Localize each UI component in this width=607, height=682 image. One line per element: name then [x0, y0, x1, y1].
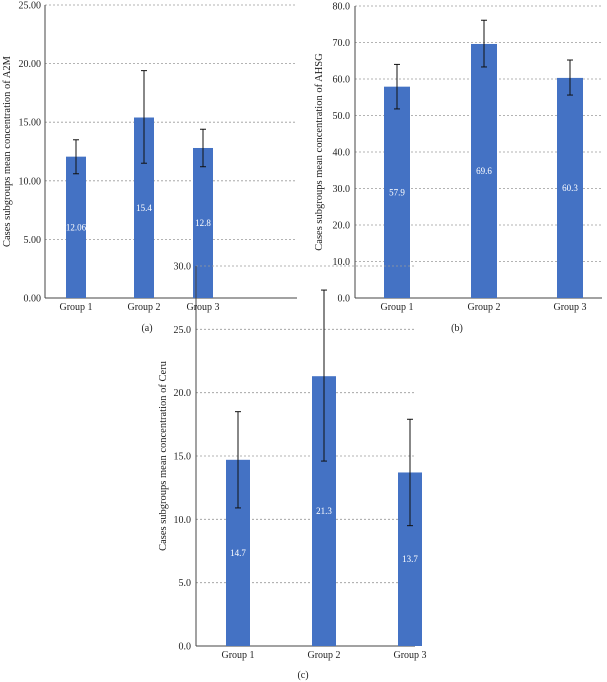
- x-tick-label: Group 2: [127, 302, 160, 313]
- bar-group-2: [471, 43, 497, 299]
- y-tick-label: 80.0: [333, 2, 351, 13]
- y-tick-label: 0.0: [179, 642, 192, 653]
- data-label: 12.8: [195, 218, 211, 228]
- data-label: 57.9: [389, 187, 405, 197]
- y-tick-label: 0.00: [24, 294, 42, 305]
- y-tick-label: 5.0: [179, 578, 192, 589]
- x-tick-label: Group 3: [393, 650, 426, 661]
- y-tick-label: 25.0: [174, 325, 192, 336]
- y-tick-label: 70.0: [333, 38, 351, 49]
- y-tick-label: 30.0: [174, 262, 192, 273]
- y-tick-label: 20.0: [174, 388, 192, 399]
- bar-group-3: [193, 147, 213, 298]
- y-axis-title: Cases subgroups mean concentration of A2…: [2, 55, 13, 247]
- data-label: 21.3: [316, 506, 332, 516]
- y-axis-title: Cases subgroups mean concentration of AH…: [314, 53, 325, 251]
- panel-label: (b): [451, 323, 463, 334]
- bar-group-1: [384, 86, 410, 298]
- y-tick-label: 20.00: [19, 59, 42, 70]
- y-tick-label: 60.0: [333, 75, 351, 86]
- panel-label: (c): [297, 670, 308, 681]
- y-axis-title: Cases subgroups mean concentration of Ce…: [158, 360, 169, 551]
- x-tick-label: Group 2: [307, 650, 340, 661]
- panel-label: (a): [141, 323, 152, 334]
- chart-panel-c: 0.0 5.0 10.0 15.0 20.0 25.0 30.0 14.7 Group 1 21.…: [158, 262, 427, 682]
- chart-panel-a: 0.00 5.00 10.00 15.00 20.00 25.00 12.06 Group 1…: [2, 1, 297, 334]
- y-tick-label: 15.00: [19, 118, 42, 129]
- bar-group-3: [557, 77, 583, 298]
- x-tick-label: Group 2: [467, 302, 500, 313]
- data-label: 12.06: [66, 222, 87, 232]
- data-label: 69.6: [476, 166, 492, 176]
- y-tick-label: 40.0: [333, 148, 351, 159]
- bar-group-1: [66, 156, 86, 298]
- y-tick-label: 20.0: [333, 221, 351, 232]
- y-tick-label: 30.0: [333, 184, 351, 195]
- chart-panel-b: 0.0 10.0 20.0 30.0 40.0 50.0 60.0 70.0 80.0 57.9 G…: [314, 2, 602, 334]
- bar-group-2: [134, 117, 154, 299]
- x-tick-label: Group 1: [59, 302, 92, 313]
- x-tick-label: Group 1: [380, 302, 413, 313]
- data-label: 60.3: [562, 183, 578, 193]
- x-tick-label: Group 3: [186, 302, 219, 313]
- y-tick-label: 10.0: [174, 515, 192, 526]
- y-tick-label: 50.0: [333, 111, 351, 122]
- data-label: 13.7: [402, 554, 418, 564]
- y-tick-label: 5.00: [24, 235, 42, 246]
- y-tick-label: 0.0: [338, 294, 351, 305]
- x-tick-label: Group 1: [221, 650, 254, 661]
- data-label: 15.4: [136, 203, 152, 213]
- y-tick-label: 15.0: [174, 452, 192, 463]
- y-tick-label: 10.00: [19, 176, 42, 187]
- y-tick-label: 10.0: [333, 257, 351, 268]
- x-tick-label: Group 3: [553, 302, 586, 313]
- y-tick-label: 25.00: [19, 1, 42, 12]
- data-label: 14.7: [230, 548, 246, 558]
